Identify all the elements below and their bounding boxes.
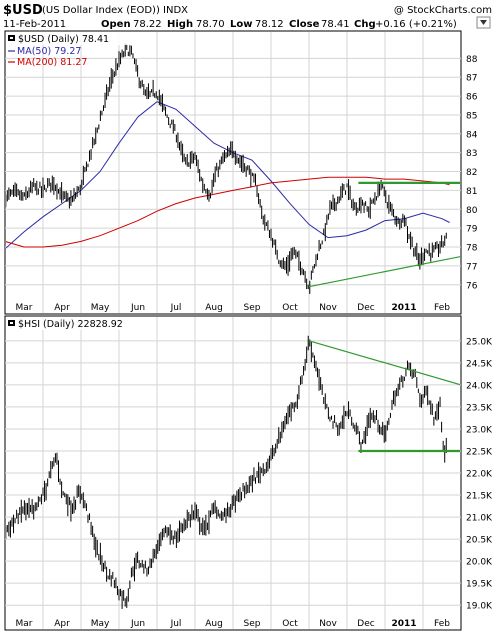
x-tick-label: Sep <box>244 619 261 629</box>
y-tick-label: 24.5K <box>466 359 493 369</box>
y-tick-label: 79 <box>466 225 478 235</box>
ohlc-chg-value: +0.16 (+0.21%) <box>375 19 457 30</box>
y-tick-label: 23.5K <box>466 403 493 413</box>
ohlc-open-value: 78.22 <box>133 19 162 30</box>
x-tick-label: Jul <box>170 619 182 629</box>
y-tick-label: 81 <box>466 187 477 197</box>
ohlc-low-label: Low <box>230 19 252 30</box>
ohlc-high-value: 78.70 <box>196 19 225 30</box>
x-tick-label: Sep <box>244 303 261 313</box>
y-tick-label: 80 <box>466 206 478 216</box>
y-tick-label: 88 <box>466 55 478 65</box>
panel-title: $HSI (Daily) 22828.92 <box>18 319 123 330</box>
y-tick-label: 86 <box>466 93 478 103</box>
x-tick-label: Dec <box>357 303 374 313</box>
ohlc-high-label: High <box>167 19 193 30</box>
y-tick-label: 21.0K <box>466 514 493 524</box>
x-tick-label: Oct <box>282 303 298 313</box>
x-tick-label: Mar <box>16 619 33 629</box>
y-tick-label: 85 <box>466 111 477 121</box>
y-tick-label: 21.5K <box>466 492 493 502</box>
x-tick-label: Nov <box>319 303 337 313</box>
ohlc-chg-label: Chg <box>354 19 376 30</box>
x-tick-label: Aug <box>205 619 223 629</box>
legend-label: MA(50) 79.27 <box>17 46 81 57</box>
ohlc-low-value: 78.12 <box>255 19 284 30</box>
ohlc-date: 11-Feb-2011 <box>3 19 66 30</box>
x-tick-label: Feb <box>434 619 450 629</box>
y-tick-label: 82 <box>466 168 477 178</box>
y-tick-label: 83 <box>466 149 477 159</box>
x-tick-label: May <box>91 303 110 313</box>
x-tick-label: Apr <box>54 303 70 313</box>
panel-title: $USD (Daily) 78.41 <box>18 34 109 45</box>
y-tick-label: 24.0K <box>466 381 493 391</box>
trendline-support <box>308 256 460 288</box>
y-tick-label: 22.5K <box>466 447 493 457</box>
chart-symbol: $USD <box>3 3 43 18</box>
chart-type-icon <box>8 35 15 41</box>
x-tick-label: Jun <box>130 303 145 313</box>
usd-panel: 76 77 78 79 80 81 82 83 84 85 86 87 88 Mar Apr May Jun Ju… <box>4 30 478 315</box>
y-tick-label: 84 <box>466 130 478 140</box>
y-tick-label: 77 <box>466 262 477 272</box>
series-line-ma200 <box>6 176 450 248</box>
plot-area <box>6 43 460 294</box>
legend-label: MA(200) 81.27 <box>17 57 87 68</box>
x-tick-label: Feb <box>434 303 450 313</box>
y-tick-label: 87 <box>466 74 477 84</box>
y-tick-label: 19.5K <box>466 580 493 590</box>
price-bars <box>6 335 447 609</box>
x-tick-label: Dec <box>357 619 374 629</box>
y-tick-label: 76 <box>466 281 478 291</box>
trendline-falling-resistance <box>308 340 460 386</box>
chart-credit: @ StockCharts.com <box>394 5 492 16</box>
collapse-arrow-icon[interactable] <box>476 16 491 29</box>
y-tick-label: 78 <box>466 244 478 254</box>
y-tick-label: 20.0K <box>466 558 493 568</box>
x-tick-label: Mar <box>16 303 33 313</box>
ohlc-close-value: 78.41 <box>321 19 350 30</box>
y-tick-label: 22.0K <box>466 470 493 480</box>
y-tick-label: 23.0K <box>466 425 493 435</box>
y-tick-label: 20.5K <box>466 536 493 546</box>
ohlc-strip: 11-Feb-2011 Open 78.22 High 78.70 Low 78… <box>3 19 457 30</box>
x-tick-label: May <box>91 619 110 629</box>
series-line-ma50 <box>6 101 450 249</box>
x-tick-label: Oct <box>282 619 298 629</box>
x-tick-label: Apr <box>54 619 70 629</box>
plot-area <box>6 335 460 609</box>
hsi-panel: 19.0K 19.5K 20.0K 20.5K 21.0K 21.5K 22.0K 22.5K… <box>4 315 493 631</box>
x-tick-label: 2011 <box>391 303 416 313</box>
x-tick-label: Aug <box>205 303 223 313</box>
y-tick-label: 25.0K <box>466 337 493 347</box>
chart-type-icon <box>8 320 15 326</box>
x-tick-label: Jul <box>170 303 182 313</box>
ohlc-close-label: Close <box>289 19 320 30</box>
x-tick-label: 2011 <box>391 619 416 629</box>
chart-instrument-name: (US Dollar Index (EOD)) INDX <box>42 5 188 16</box>
x-tick-label: Nov <box>319 619 337 629</box>
x-tick-label: Jun <box>130 619 145 629</box>
y-tick-label: 19.0K <box>466 602 493 612</box>
price-bars <box>6 43 447 294</box>
ohlc-open-label: Open <box>101 19 131 30</box>
